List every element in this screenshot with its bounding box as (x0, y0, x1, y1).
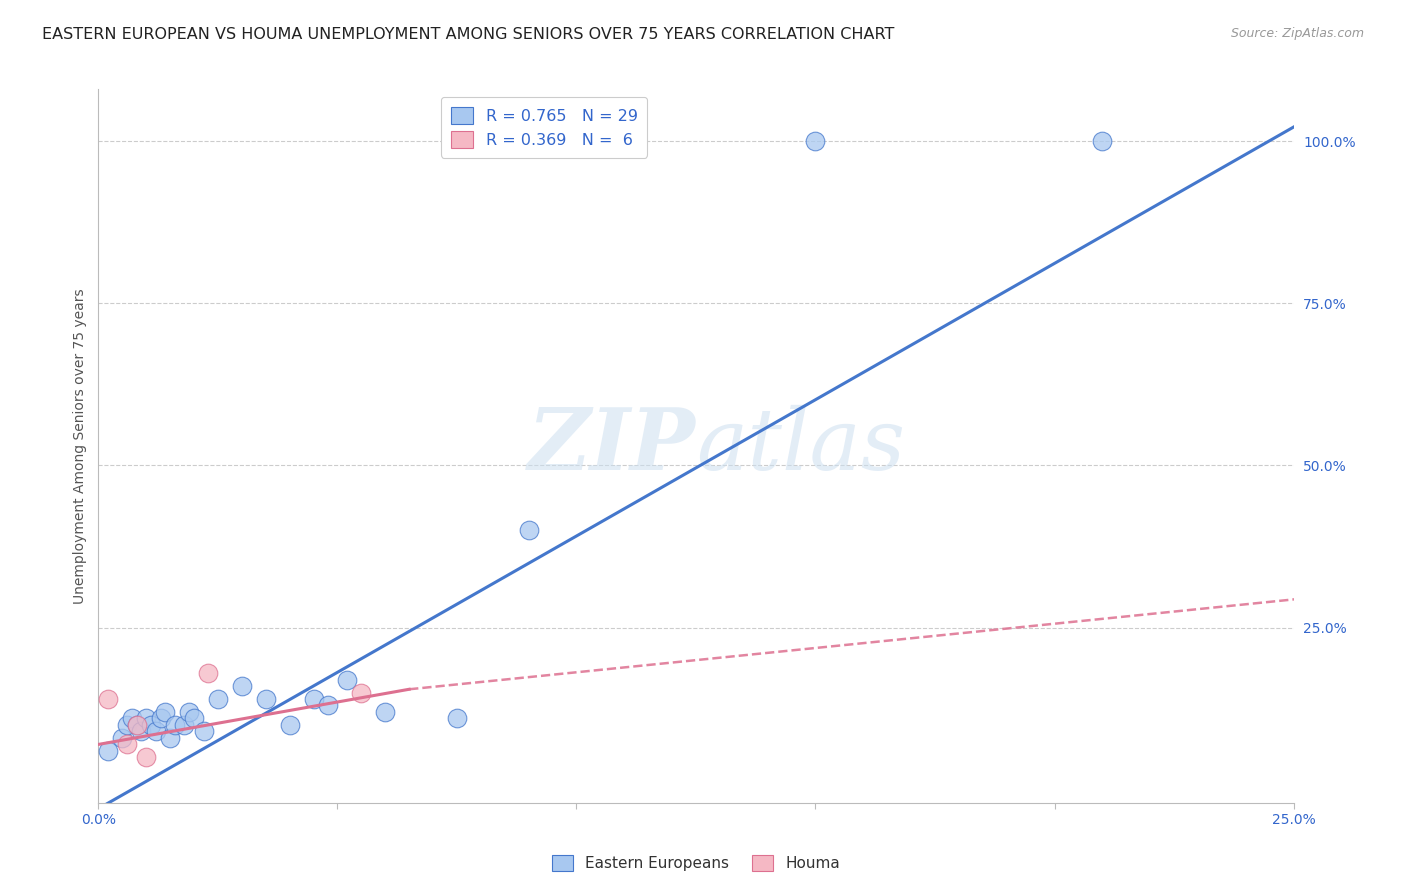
Text: ZIP: ZIP (529, 404, 696, 488)
Point (131, 724, 153, 739)
Y-axis label: Unemployment Among Seniors over 75 years: Unemployment Among Seniors over 75 years (73, 288, 87, 604)
Point (121, 711, 143, 725)
Point (139, 718, 162, 732)
Point (316, 698, 339, 713)
Point (336, 673, 359, 687)
Text: EASTERN EUROPEAN VS HOUMA UNEMPLOYMENT AMONG SENIORS OVER 75 YEARS CORRELATION C: EASTERN EUROPEAN VS HOUMA UNEMPLOYMENT A… (42, 27, 894, 42)
Point (145, 724, 167, 739)
Point (179, 705, 201, 719)
Point (111, 731, 134, 745)
Point (302, 692, 325, 706)
Point (278, 718, 301, 732)
Point (125, 718, 148, 732)
Text: atlas: atlas (696, 405, 905, 487)
Point (183, 711, 205, 725)
Point (254, 692, 277, 706)
Point (804, 134, 827, 148)
Text: Source: ZipAtlas.com: Source: ZipAtlas.com (1230, 27, 1364, 40)
Point (159, 731, 181, 745)
Point (173, 718, 195, 732)
Legend: Eastern Europeans, Houma: Eastern Europeans, Houma (546, 849, 846, 877)
Point (197, 666, 219, 681)
Point (155, 705, 177, 719)
Point (115, 738, 138, 752)
Point (115, 718, 138, 732)
Point (231, 679, 253, 693)
Point (149, 711, 172, 725)
Point (350, 685, 373, 699)
Point (125, 718, 148, 732)
Point (517, 524, 540, 538)
Point (446, 711, 468, 725)
Point (135, 750, 157, 764)
Point (97, 692, 120, 706)
Point (135, 711, 157, 725)
Point (207, 692, 229, 706)
Point (374, 705, 396, 719)
Point (97, 744, 120, 758)
Point (163, 718, 186, 732)
Point (193, 724, 215, 739)
Point (1091, 134, 1114, 148)
